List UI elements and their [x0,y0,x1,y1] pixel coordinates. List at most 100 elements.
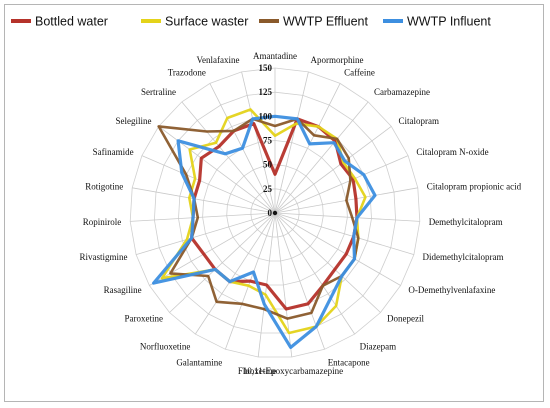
tick-label-125: 125 [259,87,273,97]
point-wwtp-influent-o-demethylvenlafaxine [353,258,356,260]
category-label-didemethylcitalopram: Didemethylcitalopram [423,252,504,262]
spoke-rivastigmine [135,212,276,255]
point-surface-waster-safinamide [194,177,197,180]
point-bottled-water-venlafaxine [252,122,255,125]
point-wwtp-influent-caffeine [308,143,311,145]
category-label-rivastigmine: Rivastigmine [80,252,128,262]
category-label-rasagiline: Rasagiline [104,285,142,295]
point-wwtp-influent-paroxetine [214,268,217,271]
radar-series [152,108,377,349]
point-bottled-water-safinamide [198,179,201,182]
point-surface-waster-rotigotine [188,197,191,199]
category-label-o-demethylvenlafaxine: O-Demethylvenlafaxine [408,285,495,295]
point-wwtp-effluent-citalopram [347,157,350,160]
point-surface-waster-fluoxetine [264,293,267,296]
spoke-diazepam [274,212,356,335]
point-wwtp-influent-selegiline [177,139,180,142]
point-wwtp-influent-10-11-epoxycarbamazepine [289,346,292,349]
point-wwtp-influent-trazodone [241,147,244,150]
radial-tick-labels: 0 25 50 75 100 125 150 [259,63,278,218]
spoke-o-demethylvenlafaxine [274,212,401,286]
point-wwtp-influent-rivastigmine [190,237,193,239]
category-label-donepezil: Donepezil [387,314,424,324]
series-line-bottled-water [190,117,359,311]
legend-item-surface-waster: Surface waster [141,15,248,29]
category-label-safinamide: Safinamide [93,147,134,157]
tick-label-75: 75 [263,136,273,146]
point-wwtp-effluent-paroxetine [207,275,210,277]
point-bottled-water-sertraline [218,145,221,148]
chart-legend: Bottled water Surface waster WWTP Effluent… [11,15,491,29]
spoke-paroxetine [169,212,276,313]
point-wwtp-effluent-carbamazepine [336,138,338,140]
category-label-citalopram: Citalopram [399,116,440,126]
point-bottled-water-citalopram [340,163,342,165]
point-bottled-water-citalopram-propionic-acid [355,197,357,200]
series-line-wwtp-influent [152,114,377,349]
point-wwtp-influent-carbamazepine [333,141,335,144]
spoke-carbamazepine [274,101,369,214]
point-wwtp-influent-demethylcitalopram [356,216,358,219]
grid-ring-50 [226,164,324,262]
grid-ring-125 [153,91,397,334]
point-surface-waster-rivastigmine [186,238,188,241]
spoke-donepezil [274,212,381,313]
point-wwtp-influent-donepezil [340,275,343,277]
point-wwtp-effluent-fluoxetine [262,308,265,310]
category-labels: Amantadine Apormorphine Caffeine Carbamazep… [80,51,522,376]
spoke-rotigotine [132,187,276,214]
point-wwtp-effluent-diazepam [321,284,324,287]
tick-label-100: 100 [259,111,273,121]
series-line-wwtp-effluent [157,117,360,320]
category-label-venlafaxine: Venlafaxine [197,55,240,65]
category-label-rotigotine: Rotigotine [85,181,123,191]
spoke-ropinirole [130,212,276,222]
point-wwtp-effluent-entacapone [310,312,313,314]
point-wwtp-effluent-selegiline [157,125,160,128]
legend-label-wwtp-influent: WWTP Influent [407,15,491,29]
spoke-didemethylcitalopram [274,212,415,255]
point-wwtp-effluent-amantadine [274,125,276,127]
point-wwtp-influent-norfluoxetine [228,280,231,283]
tick-label-25: 25 [263,184,273,194]
point-wwtp-effluent-rasagiline [169,272,172,275]
point-surface-waster-selegiline [188,148,191,151]
point-wwtp-influent-galantamine [252,271,255,273]
category-label-carbamazepine: Carbamazepine [374,87,430,97]
point-wwtp-effluent-safinamide [185,173,188,176]
spoke-rasagiline [149,212,276,286]
point-bottled-water-selegiline [200,157,203,160]
point-surface-waster-diazepam [335,305,337,307]
point-wwtp-effluent-trazodone [232,130,235,132]
point-wwtp-effluent-didemethylcitalopram [357,237,360,239]
point-wwtp-effluent-citalopram-propionic-acid [345,199,348,202]
spoke-citalopram-n-oxide [274,155,409,214]
point-wwtp-effluent-sertraline [205,130,208,133]
point-bottled-water-entacapone [307,302,309,305]
point-surface-waster-venlafaxine [249,108,252,111]
point-wwtp-effluent-caffeine [313,134,315,137]
spoke-demethylcitalopram [274,212,420,222]
point-wwtp-influent-fluoxetine [263,303,266,306]
point-bottled-water-o-demethylvenlafaxine [345,253,348,256]
point-surface-waster-sertraline [215,141,217,144]
point-wwtp-influent-diazepam [329,296,332,299]
legend-label-bottled-water: Bottled water [35,15,108,29]
category-label-caffeine: Caffeine [344,67,375,77]
category-label-selegiline: Selegiline [116,116,152,126]
point-bottled-water-10-11-epoxycarbamazepine [285,308,288,310]
point-bottled-water-citalopram-n-oxide [352,178,354,181]
category-label-citalopram-propionic-acid: Citalopram propionic acid [427,181,522,191]
spoke-norfluoxetine [194,212,276,335]
tick-label-50: 50 [263,160,273,170]
point-surface-waster-galantamine [247,284,250,287]
point-surface-waster-citalopram-n-oxide [354,177,356,180]
point-wwtp-influent-venlafaxine [251,118,254,120]
spoke-safinamide [141,155,276,214]
tick-label-150: 150 [259,63,273,73]
spoke-venlafaxine [241,71,276,214]
point-surface-waster-amantadine [274,134,276,137]
chart-frame: Bottled water Surface waster WWTP Effluent… [4,4,544,402]
point-wwtp-effluent-norfluoxetine [215,300,218,303]
category-label-sertraline: Sertraline [141,87,176,97]
